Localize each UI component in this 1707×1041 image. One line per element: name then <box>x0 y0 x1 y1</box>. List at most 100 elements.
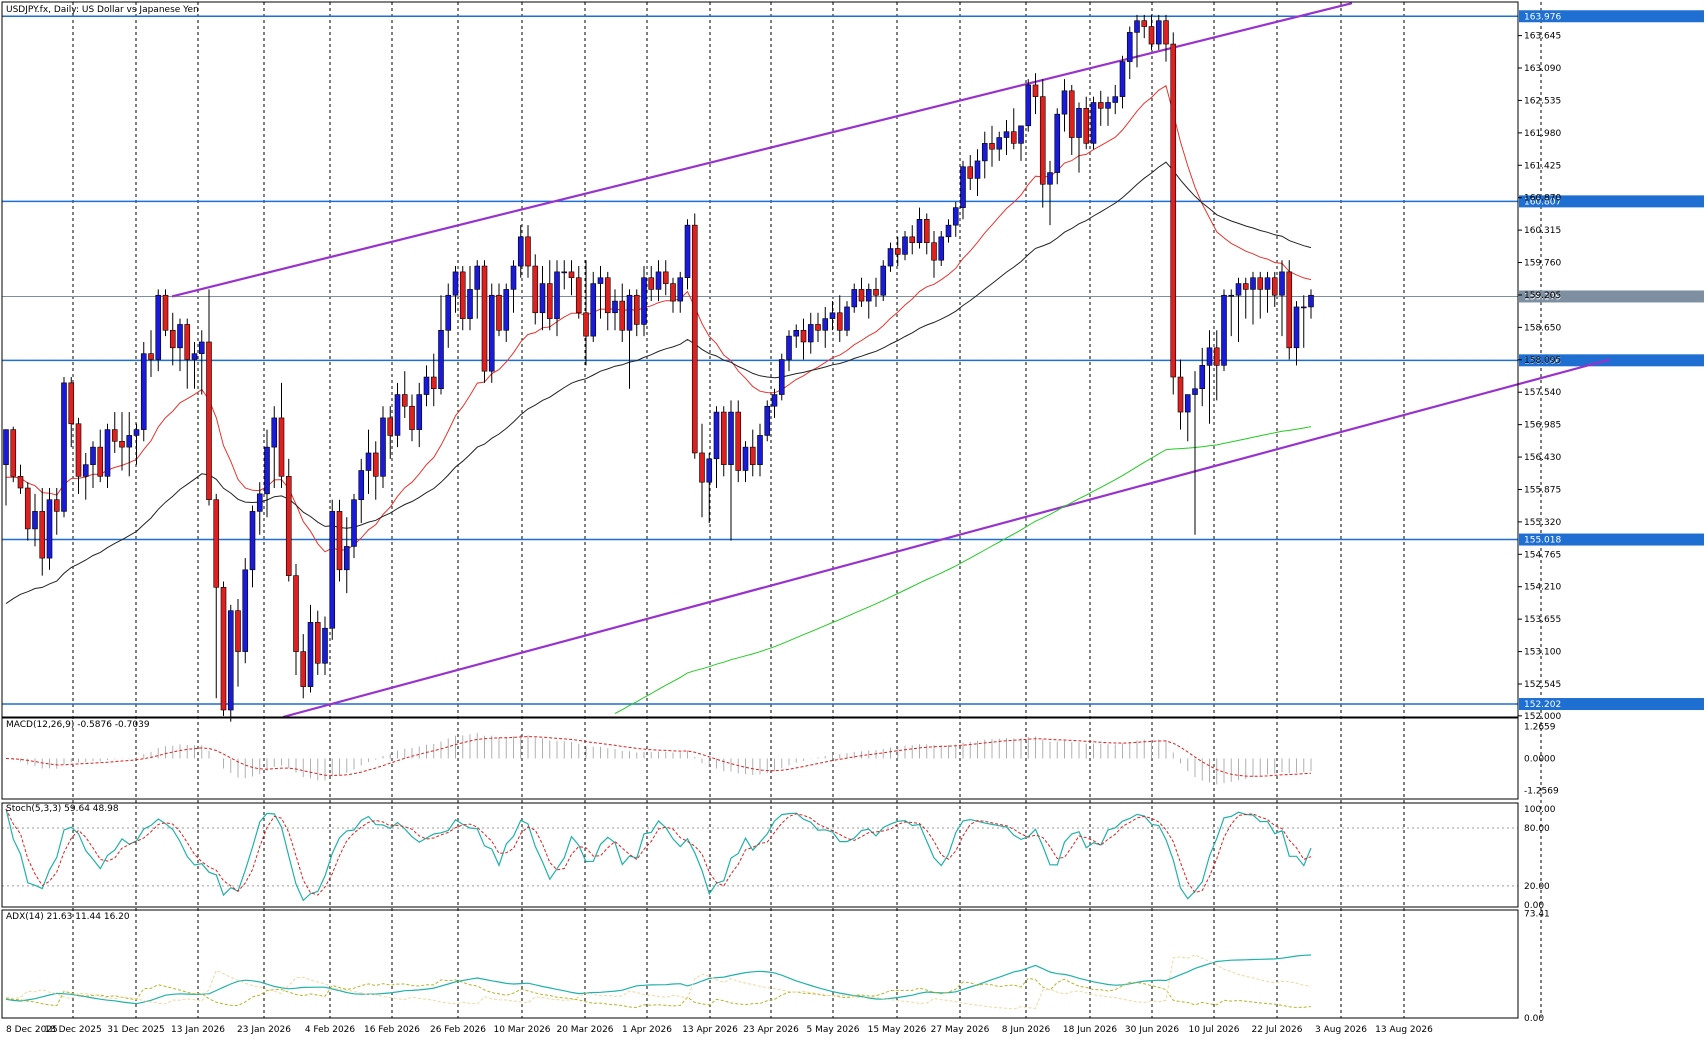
level-tag-label: 163.976 <box>1524 12 1561 22</box>
level-tag-label: 160.807 <box>1524 197 1561 207</box>
x-axis-tick-label: 8 Dec 2025 <box>6 1025 58 1035</box>
candle-body <box>662 271 669 284</box>
candle-body <box>372 452 379 477</box>
current-price-tag <box>1519 290 1704 303</box>
candle-body <box>394 394 401 436</box>
y-axis-tick-label: 155.875 <box>1524 485 1561 495</box>
moving-average-line <box>5 85 1312 553</box>
candle-body <box>119 440 125 448</box>
candle-body <box>1228 294 1235 297</box>
candle-body <box>757 435 763 465</box>
current-price-label: 159.179 <box>1524 292 1561 302</box>
x-axis-tick-label: 18 Jun 2026 <box>1063 1025 1117 1035</box>
y-axis-tick-label: 154.765 <box>1524 550 1561 560</box>
candle-body <box>387 417 394 436</box>
candle-body <box>358 470 365 500</box>
y-axis-tick-label: 158.650 <box>1524 323 1561 333</box>
candle-body <box>720 411 727 465</box>
candle-body <box>568 271 575 279</box>
candle-body <box>1003 131 1010 138</box>
candle-body <box>126 435 133 448</box>
candle-body <box>1061 90 1068 115</box>
x-axis-tick-label: 10 Mar 2026 <box>493 1025 550 1035</box>
candle-body <box>75 423 82 477</box>
candle-body <box>1025 84 1032 127</box>
level-tag <box>1519 10 1704 23</box>
candle-body <box>1206 347 1213 366</box>
candle-body <box>474 265 481 290</box>
candle-body <box>1105 102 1111 109</box>
stoch-label: Stoch(5,3,3) 59.64 48.98 <box>6 804 119 814</box>
channel-lower-line <box>282 358 1611 719</box>
y-axis-tick-label: 152.545 <box>1524 680 1561 690</box>
x-axis-tick-label: 15 May 2026 <box>868 1025 927 1035</box>
candle-body <box>1199 365 1206 390</box>
y-axis-tick-label: 154.210 <box>1524 583 1561 593</box>
candle-body <box>24 487 31 530</box>
x-axis-tick-label: 18 Dec 2025 <box>44 1025 102 1035</box>
candle-body <box>1148 26 1155 45</box>
level-tag-label: 158.086 <box>1524 356 1561 366</box>
candle-body <box>641 277 647 325</box>
level-tag-label: 152.202 <box>1524 700 1561 710</box>
candle-body <box>1293 306 1300 349</box>
candle-body <box>452 271 459 296</box>
y-axis-tick-label: 155.320 <box>1524 518 1561 528</box>
x-axis-tick-label: 13 Apr 2026 <box>682 1025 738 1035</box>
candle-body <box>684 224 691 279</box>
adx-plus-di-line <box>5 977 1312 1009</box>
macd-tick-label: 0.0000 <box>1524 755 1556 765</box>
candle-body <box>1032 84 1039 97</box>
candle-body <box>554 271 560 319</box>
x-axis-tick-label: 23 Apr 2026 <box>743 1025 799 1035</box>
candle-body <box>227 610 234 711</box>
candle-body <box>97 446 104 477</box>
candle-body <box>430 376 437 390</box>
candle-body <box>902 236 908 255</box>
time-gridlines <box>72 2 1542 1018</box>
candle-body <box>713 411 720 460</box>
candle-body <box>778 359 785 395</box>
candle-body <box>1242 283 1249 290</box>
candle-body <box>1068 90 1075 138</box>
panel-frames <box>1 1 1519 1019</box>
candle-body <box>597 277 604 284</box>
candle-body <box>1300 306 1307 309</box>
candle-body <box>68 382 75 425</box>
candle-body <box>503 289 510 331</box>
candle-body <box>191 353 198 360</box>
candle-body <box>989 143 995 150</box>
candle-body <box>923 219 930 243</box>
candle-body <box>1141 20 1148 27</box>
x-axis-tick-label: 26 Feb 2026 <box>430 1025 486 1035</box>
candle-body <box>1112 96 1119 103</box>
candle-body <box>155 294 162 360</box>
candle-body <box>336 511 343 571</box>
x-axis-tick-label: 30 Jun 2026 <box>1125 1025 1179 1035</box>
candle-body <box>612 300 618 314</box>
candle-body <box>525 236 531 267</box>
candle-body <box>887 248 894 267</box>
candle-body <box>815 324 821 331</box>
price-channel <box>171 2 1611 719</box>
y-axis-tick-label: 153.655 <box>1524 615 1561 625</box>
panel-frame <box>1 1 1519 718</box>
candle-body <box>459 271 466 319</box>
candle-body <box>162 294 169 331</box>
y-axis-tick-label: 156.985 <box>1524 421 1561 431</box>
candle-body <box>488 294 495 372</box>
candle-body <box>380 417 386 477</box>
candle-body <box>314 622 321 664</box>
candle-body <box>32 511 38 530</box>
candle-body <box>90 446 96 465</box>
candle-body <box>510 265 517 290</box>
adx-minus-di-line <box>5 954 1312 1010</box>
candle-body <box>764 405 771 436</box>
candle-body <box>836 312 843 331</box>
adx-tick-label: 73.41 <box>1524 910 1550 920</box>
x-axis-tick-label: 10 Jul 2026 <box>1189 1025 1240 1035</box>
stoch-tick-label: 20.00 <box>1524 882 1550 892</box>
candle-body <box>17 476 24 489</box>
candle-body <box>894 248 901 255</box>
